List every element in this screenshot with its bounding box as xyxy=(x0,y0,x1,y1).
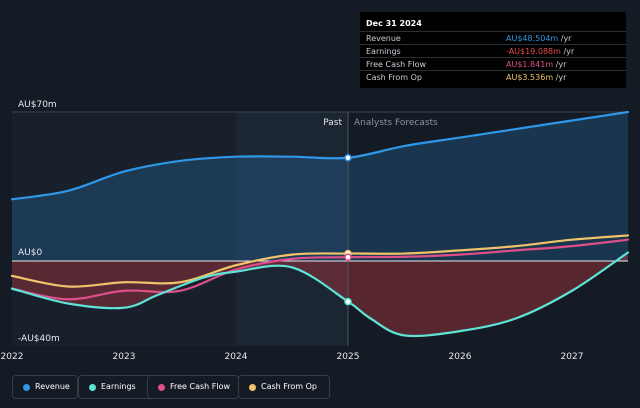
x-tick-label: 2026 xyxy=(449,352,472,362)
tooltip-unit: /yr xyxy=(560,47,575,56)
y-tick-label: -AU$40m xyxy=(18,334,60,344)
tooltip-date: Dec 31 2024 xyxy=(366,19,422,28)
past-highlight-region xyxy=(236,112,348,346)
legend-item-revenue[interactable]: Revenue xyxy=(12,375,78,399)
legend-item-free-cash-flow[interactable]: Free Cash Flow xyxy=(147,375,239,399)
cash-from-op-dot-icon xyxy=(249,384,256,391)
legend-label: Earnings xyxy=(101,382,136,391)
tooltip-unit: /yr xyxy=(553,73,567,82)
legend-item-earnings[interactable]: Earnings xyxy=(78,375,158,399)
chart-canvas: Past Analysts Forecasts AU$70m AU$0 -AU$40m 2… xyxy=(1,100,630,362)
free-cash-flow-line xyxy=(10,238,630,301)
tooltip-unit: /yr xyxy=(553,60,567,69)
tooltip: Dec 31 2024 Revenue AU$48.504m /yr Earni… xyxy=(360,12,626,88)
legend-label: Revenue xyxy=(35,382,70,391)
free-cash-flow-marker xyxy=(344,253,352,261)
past-label: Past xyxy=(323,118,342,128)
x-tick-label: 2024 xyxy=(225,352,248,362)
x-tick-label: 2027 xyxy=(561,352,584,362)
revenue-dot-icon xyxy=(23,384,30,391)
revenue-marker xyxy=(344,154,352,162)
revenue-line xyxy=(10,110,630,201)
tooltip-row-revenue: Revenue AU$48.504m /yr xyxy=(360,31,626,45)
tooltip-row-earnings: Earnings -AU$19.088m /yr xyxy=(360,44,626,58)
cash-from-op-line xyxy=(10,234,630,288)
tooltip-row-free-cash-flow: Free Cash Flow AU$1.841m /yr xyxy=(360,57,626,71)
tooltip-label: Cash From Op xyxy=(366,73,423,82)
tooltip-row-cash-from-op: Cash From Op AU$3.536m /yr xyxy=(360,70,626,84)
tooltip-value: AU$1.841m xyxy=(506,60,554,69)
tooltip-label: Revenue xyxy=(366,34,401,43)
earnings-line xyxy=(10,251,630,338)
tooltip-value: AU$48.504m xyxy=(506,34,559,43)
tooltip-label: Free Cash Flow xyxy=(366,60,427,69)
tooltip-unit: /yr xyxy=(558,34,572,43)
tooltip-label: Earnings xyxy=(366,47,401,56)
legend-label: Cash From Op xyxy=(261,382,318,391)
x-tick-label: 2025 xyxy=(337,352,360,362)
x-tick-label: 2023 xyxy=(113,352,136,362)
earnings-marker xyxy=(344,297,352,306)
tooltip-value: AU$3.536m xyxy=(506,73,554,82)
y-tick-label: AU$70m xyxy=(18,100,57,110)
earnings-area xyxy=(12,252,628,337)
revenue-area xyxy=(12,112,628,261)
x-tick-label: 2022 xyxy=(1,352,24,362)
tooltip-value: -AU$19.088m xyxy=(506,47,561,56)
legend-label: Free Cash Flow xyxy=(170,382,231,391)
y-tick-label: AU$0 xyxy=(18,248,42,258)
earnings-dot-icon xyxy=(89,384,96,391)
forecast-label: Analysts Forecasts xyxy=(354,118,438,128)
free-cash-flow-dot-icon xyxy=(158,384,165,391)
legend-item-cash-from-op[interactable]: Cash From Op xyxy=(238,375,330,399)
